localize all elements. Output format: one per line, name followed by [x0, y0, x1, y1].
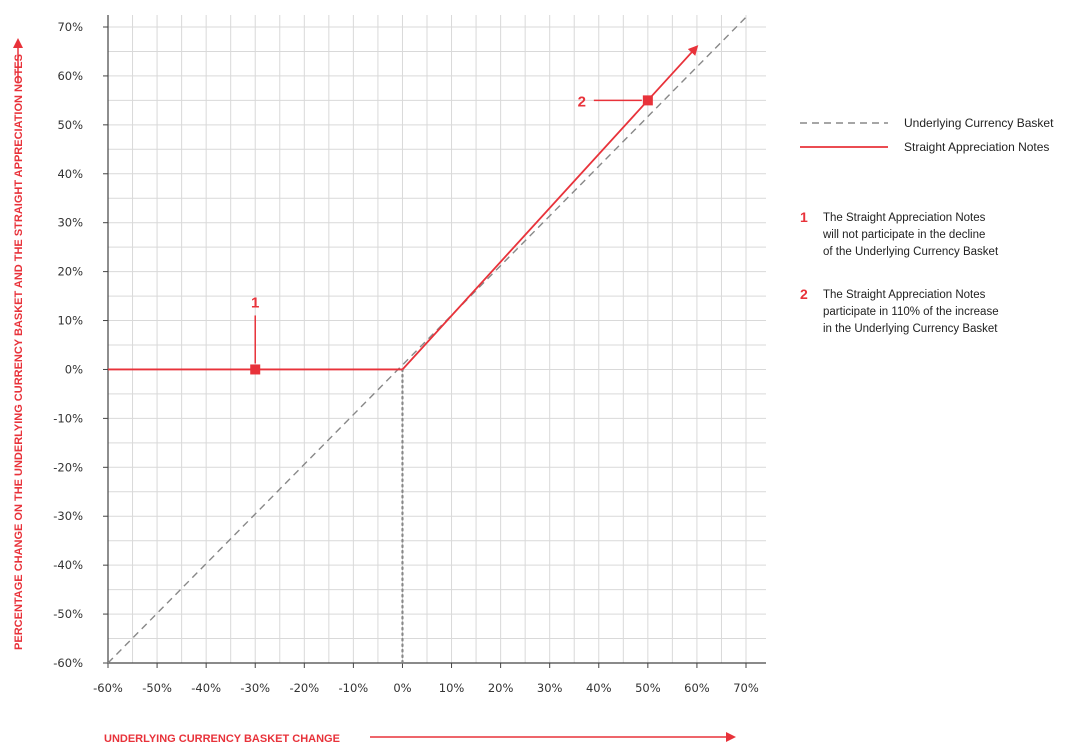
- y-tick-label: -50%: [53, 607, 83, 621]
- legend: Underlying Currency Basket Straight Appr…: [800, 116, 1054, 154]
- note-1-line-1: The Straight Appreciation Notes: [823, 212, 986, 224]
- marker-2: [642, 95, 653, 106]
- x-tick-label: -30%: [240, 681, 270, 695]
- y-tick-label: 30%: [57, 216, 83, 230]
- legend-label-underlying: Underlying Currency Basket: [904, 116, 1054, 130]
- series-line-underlying: [107, 16, 747, 664]
- y-tick-label: -20%: [53, 460, 83, 474]
- annotation-markers: 12: [250, 93, 653, 375]
- y-tick-label: 0%: [65, 362, 83, 376]
- x-tick-label: 30%: [537, 681, 563, 695]
- y-axis-title: PERCENTAGE CHANGE ON THE UNDERLYING CURR…: [13, 54, 25, 650]
- note-1-number: 1: [800, 209, 808, 225]
- note-1-line-3: of the Underlying Currency Basket: [823, 246, 999, 258]
- y-tick-label: -60%: [53, 656, 83, 670]
- x-tick-label: 10%: [439, 681, 465, 695]
- x-tick-label: 40%: [586, 681, 612, 695]
- grid: [108, 15, 766, 663]
- y-tick-label: -10%: [53, 411, 83, 425]
- y-tick-label: 20%: [57, 265, 83, 279]
- x-axis-ticks: -60% -50% -40% -30% -20% -10% 0% 10% 20% 30% 40% 50…: [93, 663, 759, 695]
- x-tick-label: 70%: [733, 681, 759, 695]
- note-1-line-2: will not participate in the decline: [822, 229, 985, 241]
- note-2-line-1: The Straight Appreciation Notes: [823, 289, 986, 301]
- axes: [107, 15, 766, 664]
- annotation-notes: 1 The Straight Appreciation Notes will n…: [800, 209, 999, 335]
- x-tick-label: -40%: [191, 681, 221, 695]
- y-tick-label: 50%: [57, 118, 83, 132]
- y-tick-label: 10%: [57, 314, 83, 328]
- note-2-line-3: in the Underlying Currency Basket: [823, 323, 998, 335]
- y-tick-label: -30%: [53, 509, 83, 523]
- marker-2-label: 2: [578, 93, 586, 110]
- x-tick-label: 0%: [393, 681, 411, 695]
- x-tick-label: -20%: [289, 681, 319, 695]
- y-tick-label: 60%: [57, 69, 83, 83]
- marker-1-label: 1: [251, 294, 259, 311]
- x-tick-label: 60%: [684, 681, 710, 695]
- x-tick-label: -50%: [142, 681, 172, 695]
- x-axis-title: UNDERLYING CURRENCY BASKET CHANGE: [104, 733, 340, 745]
- y-tick-label: 40%: [57, 167, 83, 181]
- note-2-line-2: participate in 110% of the increase: [823, 306, 999, 318]
- note-2-number: 2: [800, 286, 808, 302]
- y-tick-label: 70%: [57, 20, 83, 34]
- x-tick-label: -10%: [339, 681, 369, 695]
- y-axis-ticks: 70% 60% 50% 40% 30% 20% 10% 0% -10% -20% -30% -40% -…: [53, 20, 108, 670]
- x-tick-label: 50%: [635, 681, 661, 695]
- legend-label-notes: Straight Appreciation Notes: [904, 140, 1049, 154]
- marker-1: [250, 364, 261, 375]
- x-tick-label: -60%: [93, 681, 123, 695]
- x-tick-label: 20%: [488, 681, 514, 695]
- y-tick-label: -40%: [53, 558, 83, 572]
